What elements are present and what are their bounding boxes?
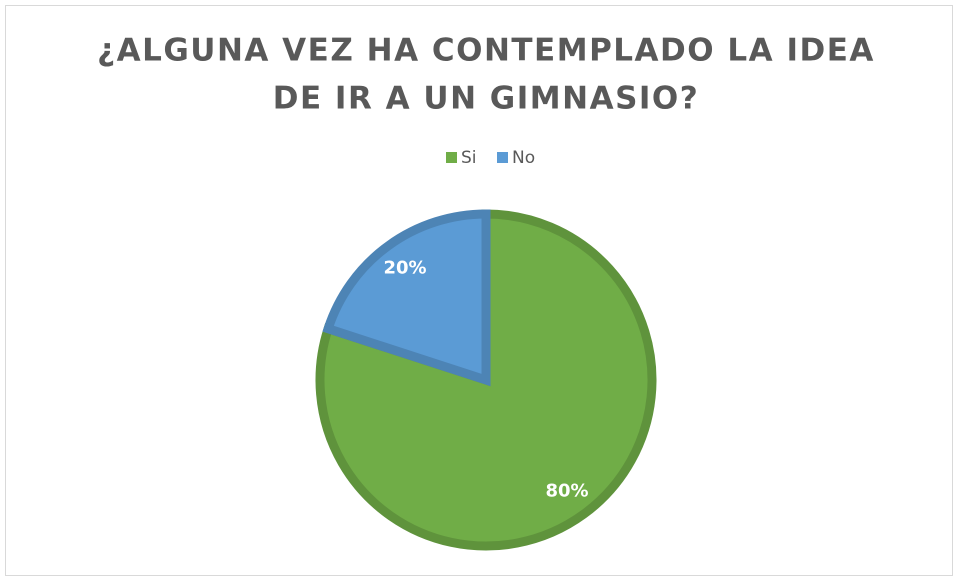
legend-label: No bbox=[512, 148, 535, 168]
pie-slice bbox=[315, 209, 657, 551]
legend-swatch bbox=[446, 152, 457, 163]
legend-swatch bbox=[497, 152, 508, 163]
data-label: 80% bbox=[545, 480, 588, 501]
chart-title: DE IR A UN GIMNASIO? bbox=[273, 81, 700, 117]
pie-slice bbox=[322, 209, 491, 387]
legend-label: Si bbox=[461, 148, 477, 168]
data-label: 20% bbox=[383, 258, 426, 279]
chart-title: ¿ALGUNA VEZ HA CONTEMPLADO LA IDEA bbox=[97, 33, 875, 69]
